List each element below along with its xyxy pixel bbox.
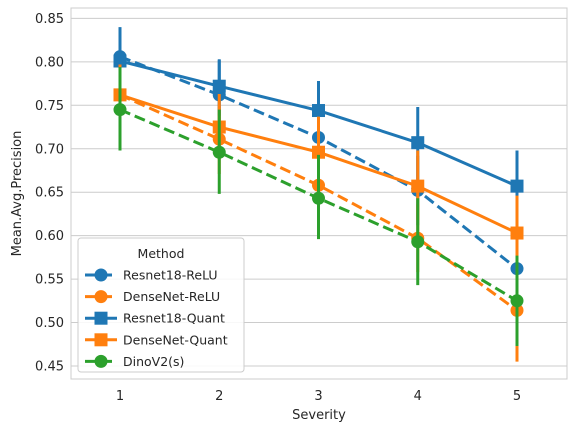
y-axis-label: Mean.Avg.Precision	[10, 131, 25, 257]
x-tick-label: 1	[116, 389, 124, 404]
legend-label: DinoV2(s)	[123, 354, 184, 369]
data-point	[510, 294, 524, 308]
data-point	[113, 54, 127, 68]
y-tick-labels: 0.45 0.50 0.55 0.60 0.65 0.70 0.75 0.80 0.85	[35, 12, 64, 375]
legend-item: Resnet18-ReLU	[85, 268, 218, 283]
y-tick-label: 0.65	[35, 186, 64, 201]
y-tick-label: 0.45	[35, 359, 64, 374]
legend-frame	[77, 237, 245, 373]
legend-marker	[94, 354, 108, 368]
legend-label: Resnet18-ReLU	[123, 268, 218, 283]
data-point	[510, 179, 524, 193]
data-point	[411, 179, 425, 193]
x-axis-label: Severity	[292, 408, 346, 423]
legend: Method Resnet18-ReLU DenseNet-ReLU Resnet1…	[77, 237, 245, 373]
y-tick-label: 0.55	[35, 273, 64, 288]
legend-title: Method	[138, 246, 185, 261]
data-point	[312, 104, 325, 118]
y-tick-label: 0.50	[35, 316, 64, 331]
legend-label: DenseNet-Quant	[123, 332, 228, 347]
legend-item: DenseNet-ReLU	[85, 289, 220, 304]
legend-marker	[94, 268, 108, 282]
legend-label: DenseNet-ReLU	[123, 289, 220, 304]
y-tick-label: 0.75	[35, 99, 64, 114]
legend-marker	[94, 311, 108, 325]
y-tick-label: 0.80	[35, 55, 64, 70]
data-point	[411, 136, 425, 150]
x-tick-label: 3	[314, 389, 322, 404]
legend-item: DenseNet-Quant	[85, 332, 228, 347]
data-point	[212, 145, 226, 159]
data-point	[312, 145, 325, 159]
legend-marker	[94, 290, 108, 304]
data-point	[113, 103, 127, 117]
legend-label: Resnet18-Quant	[123, 311, 225, 326]
y-tick-label: 0.70	[35, 142, 64, 157]
x-tick-labels: 1 2 3 4 5	[116, 389, 521, 404]
y-tick-label: 0.60	[35, 229, 64, 244]
x-tick-label: 5	[513, 389, 521, 404]
x-tick-label: 4	[414, 389, 422, 404]
legend-item: Resnet18-Quant	[85, 311, 225, 326]
legend-marker	[94, 333, 108, 347]
series-DinoV2(s)	[113, 67, 524, 346]
data-point	[510, 226, 524, 240]
y-tick-label: 0.85	[35, 12, 64, 27]
data-point	[312, 191, 325, 205]
legend-item: DinoV2(s)	[85, 354, 184, 369]
data-point	[411, 235, 425, 249]
series-group	[113, 27, 524, 362]
x-tick-label: 2	[215, 389, 223, 404]
data-point	[212, 79, 226, 93]
